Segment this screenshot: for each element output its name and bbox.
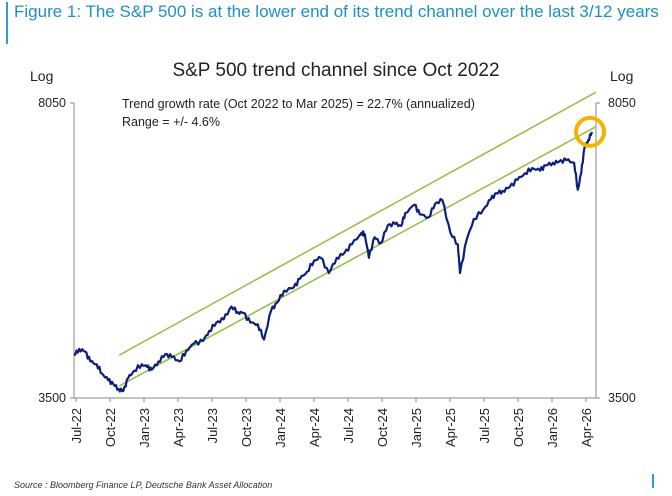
x-tick-label: Oct-24 <box>375 408 390 447</box>
x-tick-label: Apr-24 <box>307 408 322 447</box>
footer-accent-bar <box>652 474 654 488</box>
x-tick-label: Jul-23 <box>205 408 220 443</box>
x-tick-label: Apr-26 <box>579 408 594 447</box>
channel-upper-line <box>118 91 597 356</box>
y-tick-label-right: 8050 <box>608 96 636 110</box>
x-tick-label: Apr-23 <box>171 408 186 447</box>
x-tick-label: Oct-25 <box>511 408 526 447</box>
annotation-trend-growth: Trend growth rate (Oct 2022 to Mar 2025)… <box>122 97 475 111</box>
x-tick-label: Jan-26 <box>545 408 560 448</box>
x-tick-label: Jan-25 <box>409 408 424 448</box>
x-tick-label: Oct-22 <box>103 408 118 447</box>
annotation-range: Range = +/- 4.6% <box>122 115 220 129</box>
chart-title: S&P 500 trend channel since Oct 2022 <box>172 60 500 81</box>
header-accent-bar <box>6 2 8 44</box>
source-note: Source : Bloomberg Finance LP, Deutsche … <box>14 480 273 490</box>
figure-header: Figure 1: The S&P 500 is at the lower en… <box>0 0 672 48</box>
x-tick-label: Jan-23 <box>137 408 152 448</box>
x-tick-label: Jul-24 <box>341 408 356 443</box>
y-tick-label-right: 3500 <box>608 391 636 405</box>
highlight-circle <box>574 115 607 148</box>
x-tick-label: Apr-25 <box>443 408 458 447</box>
sp500-series-line <box>73 131 593 393</box>
y-tick-label-left: 3500 <box>38 391 66 405</box>
x-tick-label: Jan-24 <box>273 408 288 448</box>
x-tick-label: Jul-22 <box>69 408 84 443</box>
x-tick-label: Jul-25 <box>477 408 492 443</box>
y-axis-unit-left: Log <box>30 68 54 84</box>
y-tick-label-left: 8050 <box>38 96 66 110</box>
figure-title: Figure 1: The S&P 500 is at the lower en… <box>14 2 659 21</box>
x-tick-label: Oct-23 <box>239 408 254 447</box>
y-axis-unit-right: Log <box>610 68 634 84</box>
